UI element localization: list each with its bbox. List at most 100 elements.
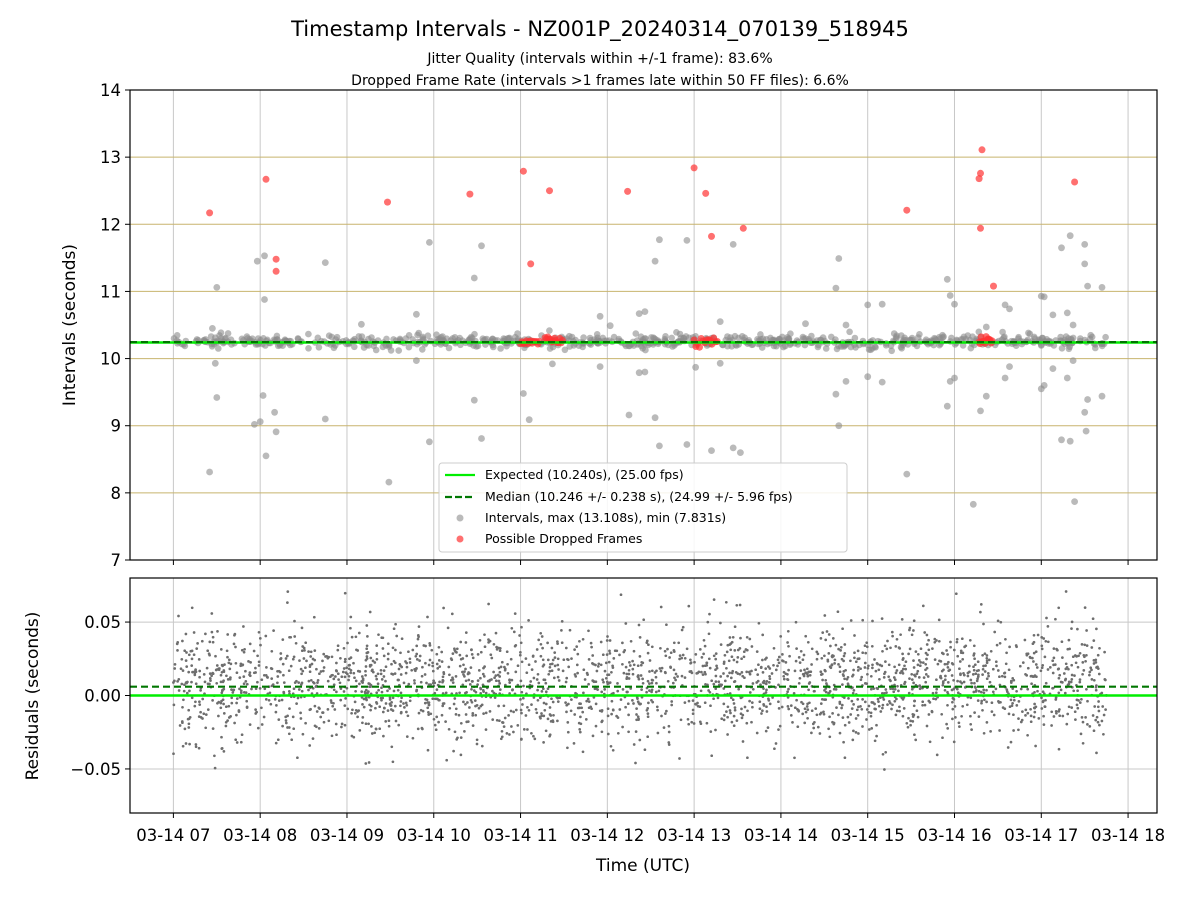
interval-outlier-point: [729, 444, 737, 452]
residual-point: [394, 719, 398, 723]
interval-point: [758, 344, 766, 351]
residual-point: [503, 668, 507, 672]
residual-point: [442, 702, 446, 705]
residual-point: [259, 643, 262, 647]
residual-point: [354, 635, 358, 639]
residual-point: [546, 658, 550, 662]
residual-point: [1034, 650, 1038, 654]
x-tick-label: 03-14 12: [570, 826, 644, 845]
residual-point: [211, 699, 214, 702]
interval-outlier-point: [1001, 374, 1009, 382]
residual-point: [339, 656, 342, 660]
residual-point: [524, 714, 528, 717]
residual-point: [387, 719, 391, 723]
residual-point: [533, 737, 537, 741]
residual-point: [182, 689, 186, 693]
residual-point: [606, 707, 610, 711]
residual-point: [198, 669, 202, 673]
residual-point: [608, 649, 611, 653]
residual-point: [1098, 723, 1101, 727]
residual-point: [1007, 668, 1011, 672]
residual-point: [893, 678, 897, 682]
residual-point: [556, 663, 560, 667]
x-tick-label: 03-14 15: [831, 826, 905, 845]
residual-point: [945, 722, 948, 726]
residual-point: [940, 712, 944, 716]
residual-point: [761, 658, 764, 662]
residual-point: [281, 638, 285, 641]
interval-point: [782, 342, 789, 350]
residual-point: [760, 712, 763, 715]
residual-point: [745, 670, 749, 674]
residual-point: [807, 688, 810, 692]
residual-point: [177, 689, 181, 692]
residual-point: [390, 745, 394, 749]
residual-point: [318, 707, 321, 710]
residual-point: [645, 690, 648, 694]
dropped-frame-point: [546, 187, 553, 195]
interval-outlier-point: [842, 321, 850, 329]
residual-point: [339, 687, 343, 690]
residual-point: [916, 652, 920, 656]
intervals-plot-frame: [129, 89, 1158, 561]
interval-outlier-point: [478, 242, 485, 250]
residual-point: [925, 657, 928, 661]
residual-point: [772, 663, 775, 667]
residual-point: [897, 663, 901, 667]
residual-point: [587, 682, 590, 686]
residual-point: [234, 738, 238, 742]
residual-point: [1097, 672, 1101, 676]
residual-point: [361, 703, 364, 706]
residual-point: [1046, 640, 1050, 644]
residual-point: [490, 656, 494, 660]
residual-point: [374, 706, 377, 710]
residual-point: [313, 649, 317, 652]
residual-point: [1054, 696, 1058, 699]
residual-point: [977, 689, 981, 693]
dropped-frame-point: [624, 187, 632, 195]
residual-point: [808, 701, 811, 705]
residual-point: [402, 681, 406, 685]
residual-point: [208, 653, 211, 657]
residual-point: [712, 682, 716, 686]
residual-point: [353, 676, 356, 680]
residual-point: [433, 723, 437, 727]
residual-point: [1040, 696, 1043, 700]
residual-point: [527, 708, 531, 712]
residual-point: [415, 688, 419, 692]
residual-point: [728, 671, 731, 675]
residual-point: [680, 656, 684, 660]
residual-point: [576, 671, 579, 675]
residual-point: [472, 689, 476, 692]
residual-point: [484, 691, 488, 695]
interval-outlier-point: [213, 284, 221, 291]
residual-point: [607, 660, 611, 664]
residual-point: [934, 691, 938, 695]
residual-point: [1095, 627, 1098, 631]
residual-point: [605, 653, 609, 656]
residual-point: [335, 661, 338, 665]
residual-point: [878, 663, 882, 667]
residual-point: [350, 711, 353, 715]
residual-point: [985, 661, 989, 665]
interval-outlier-point: [641, 308, 649, 315]
residual-point: [852, 703, 855, 706]
residual-point: [634, 730, 638, 733]
residual-point: [715, 664, 718, 668]
dropped-frame-point: [262, 175, 270, 183]
residual-point: [1040, 644, 1044, 648]
dropped-frame-point: [977, 169, 984, 177]
residual-point: [616, 689, 620, 693]
residual-point: [379, 668, 383, 672]
residual-point: [192, 631, 196, 634]
residual-point: [841, 627, 844, 631]
residual-point: [838, 702, 842, 705]
residual-point: [922, 676, 926, 679]
residual-point: [895, 709, 899, 713]
residual-point: [176, 641, 180, 644]
residual-point: [482, 675, 486, 678]
residual-point: [222, 702, 225, 706]
residual-point: [464, 631, 468, 634]
residual-point: [712, 598, 716, 601]
